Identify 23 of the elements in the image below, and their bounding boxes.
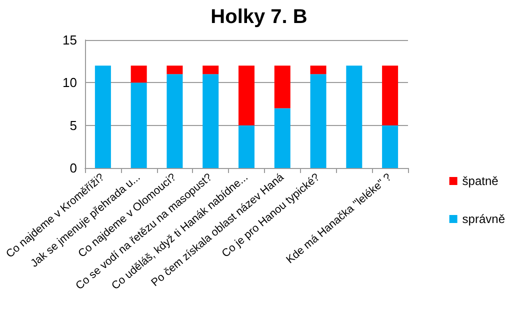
bar (274, 108, 290, 168)
bar (202, 74, 219, 168)
bar (382, 125, 398, 168)
bar (238, 125, 254, 168)
bar (310, 74, 326, 168)
chart-title: Holky 7. B (210, 6, 308, 28)
bar (202, 66, 219, 74)
bar (130, 82, 147, 168)
y-tick-label: 15 (62, 32, 77, 48)
bar (310, 66, 326, 74)
legend-label: správně (462, 212, 506, 226)
y-tick-label: 10 (62, 75, 77, 90)
bar (346, 66, 362, 168)
legend-label: špatně (462, 174, 499, 188)
bar (238, 66, 254, 126)
bar (166, 74, 183, 168)
bar (166, 66, 183, 74)
y-tick-label: 5 (70, 118, 77, 133)
bar (94, 66, 111, 168)
y-tick-label: 0 (70, 160, 77, 176)
bar (130, 66, 147, 83)
bar (274, 66, 290, 108)
bar (382, 66, 398, 126)
